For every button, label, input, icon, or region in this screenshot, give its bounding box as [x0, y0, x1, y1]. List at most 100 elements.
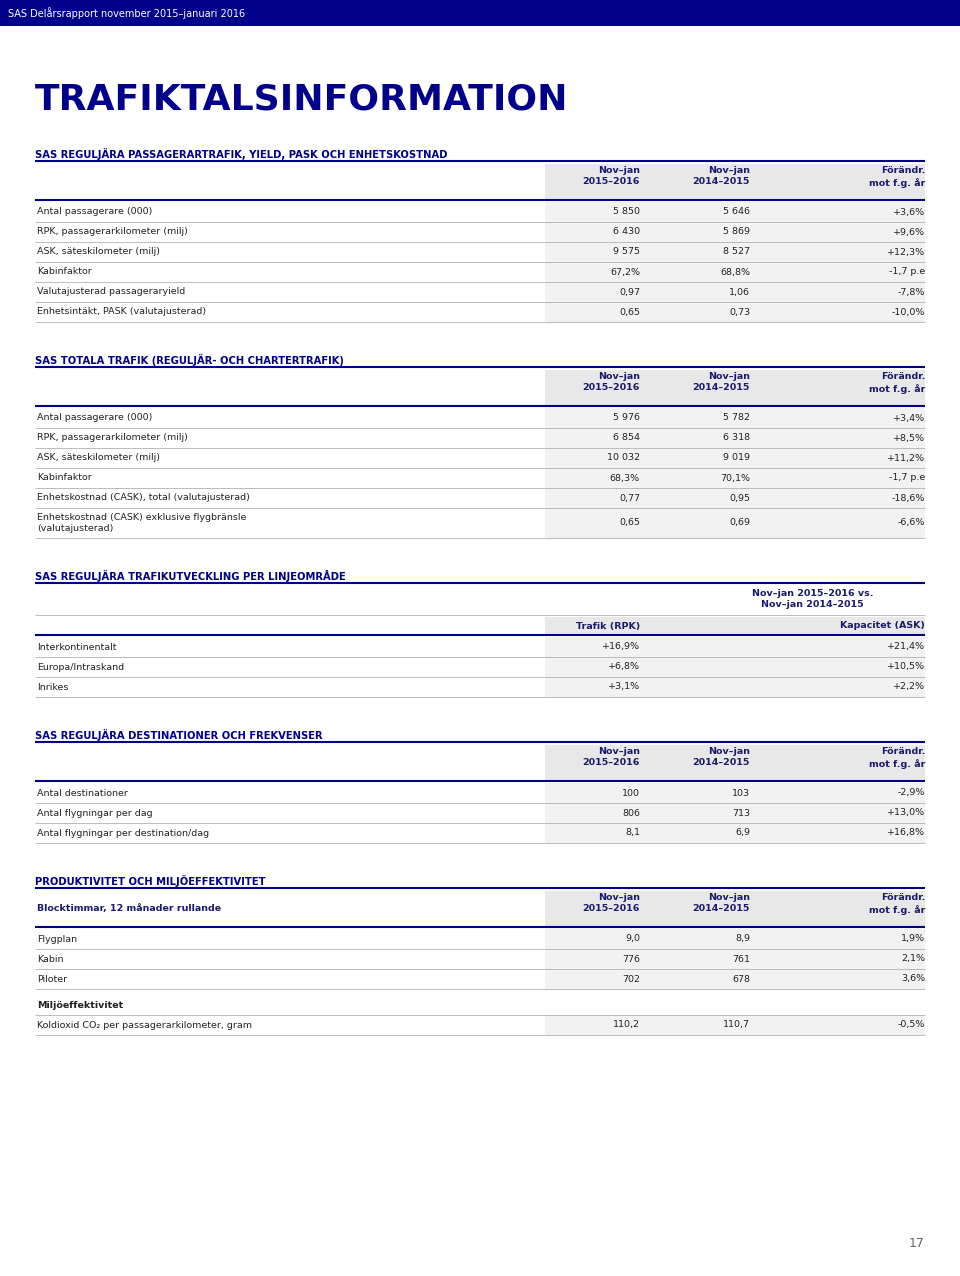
Text: ASK, säteskilometer (milj): ASK, säteskilometer (milj): [37, 453, 160, 462]
Text: 5 869: 5 869: [723, 227, 750, 236]
Bar: [545, 262, 925, 282]
Text: ASK, säteskilometer (milj): ASK, säteskilometer (milj): [37, 248, 160, 256]
Text: +3,6%: +3,6%: [893, 208, 925, 217]
Bar: [545, 678, 925, 697]
Text: Trafik (RPK): Trafik (RPK): [576, 621, 640, 630]
Text: Kapacitet (ASK): Kapacitet (ASK): [840, 621, 925, 630]
Text: 0,73: 0,73: [729, 308, 750, 316]
Text: +11,2%: +11,2%: [887, 453, 925, 462]
Bar: [545, 637, 925, 657]
Bar: [545, 242, 925, 262]
Text: 5 976: 5 976: [613, 413, 640, 422]
Text: Förändr.
mot f.g. år: Förändr. mot f.g. år: [869, 893, 925, 915]
Bar: [545, 370, 925, 406]
Bar: [545, 929, 925, 949]
Bar: [545, 949, 925, 968]
Text: 103: 103: [732, 789, 750, 798]
Bar: [545, 427, 925, 448]
Bar: [545, 408, 925, 427]
Text: Nov–jan
2015–2016: Nov–jan 2015–2016: [583, 746, 640, 767]
Text: 3,6%: 3,6%: [900, 975, 925, 984]
Bar: [545, 657, 925, 678]
Text: Nov–jan
2014–2015: Nov–jan 2014–2015: [692, 166, 750, 186]
Text: Antal flygningar per dag: Antal flygningar per dag: [37, 809, 153, 818]
Text: Nov–jan
2015–2016: Nov–jan 2015–2016: [583, 373, 640, 393]
Text: Nov–jan
2014–2015: Nov–jan 2014–2015: [692, 373, 750, 393]
Text: Blocktimmar, 12 månader rullande: Blocktimmar, 12 månader rullande: [37, 905, 221, 914]
Text: Enhetsintäkt, PASK (valutajusterad): Enhetsintäkt, PASK (valutajusterad): [37, 308, 206, 316]
Bar: [545, 803, 925, 823]
Text: Nov–jan
2015–2016: Nov–jan 2015–2016: [583, 166, 640, 186]
Text: Antal destinationer: Antal destinationer: [37, 789, 128, 798]
Text: SAS TOTALA TRAFIK (REGULJÄR- OCH CHARTERTRAFIK): SAS TOTALA TRAFIK (REGULJÄR- OCH CHARTER…: [35, 353, 344, 366]
Text: 678: 678: [732, 975, 750, 984]
Text: 9 019: 9 019: [723, 453, 750, 462]
Text: Piloter: Piloter: [37, 975, 67, 984]
Text: 5 646: 5 646: [723, 208, 750, 217]
Text: 806: 806: [622, 809, 640, 818]
Text: 70,1%: 70,1%: [720, 473, 750, 482]
Text: 1,9%: 1,9%: [901, 934, 925, 943]
Bar: [545, 745, 925, 781]
Text: Valutajusterad passageraryield: Valutajusterad passageraryield: [37, 287, 185, 296]
Text: 0,97: 0,97: [619, 287, 640, 296]
Text: -0,5%: -0,5%: [898, 1021, 925, 1030]
Text: 2,1%: 2,1%: [901, 954, 925, 963]
Text: 68,8%: 68,8%: [720, 268, 750, 277]
Text: 110,7: 110,7: [723, 1021, 750, 1030]
Text: Förändr.
mot f.g. år: Förändr. mot f.g. år: [869, 166, 925, 188]
Text: -1,7 p.e: -1,7 p.e: [889, 268, 925, 277]
Text: +3,4%: +3,4%: [893, 413, 925, 422]
Text: Antal passagerare (000): Antal passagerare (000): [37, 413, 153, 422]
Bar: [545, 202, 925, 222]
Text: Enhetskostnad (CASK) exklusive flygbränsle
(valutajusterad): Enhetskostnad (CASK) exklusive flygbräns…: [37, 513, 247, 533]
Text: 1,06: 1,06: [729, 287, 750, 296]
Text: 8 527: 8 527: [723, 248, 750, 256]
Text: +6,8%: +6,8%: [608, 662, 640, 671]
Text: 5 850: 5 850: [613, 208, 640, 217]
Text: 0,65: 0,65: [619, 308, 640, 316]
Text: 8,1: 8,1: [625, 828, 640, 837]
Text: +12,3%: +12,3%: [887, 248, 925, 256]
Text: Nov–jan 2015–2016 vs.
Nov–jan 2014–2015: Nov–jan 2015–2016 vs. Nov–jan 2014–2015: [752, 590, 874, 610]
Text: Inrikes: Inrikes: [37, 683, 68, 692]
Bar: [545, 302, 925, 322]
Text: 100: 100: [622, 789, 640, 798]
Text: Antal passagerare (000): Antal passagerare (000): [37, 208, 153, 217]
Text: RPK, passagerarkilometer (milj): RPK, passagerarkilometer (milj): [37, 227, 188, 236]
Text: 6,9: 6,9: [735, 828, 750, 837]
Text: Antal flygningar per destination/dag: Antal flygningar per destination/dag: [37, 828, 209, 837]
Bar: [545, 823, 925, 843]
Text: -7,8%: -7,8%: [898, 287, 925, 296]
Text: Förändr.
mot f.g. år: Förändr. mot f.g. år: [869, 746, 925, 768]
Text: +3,1%: +3,1%: [608, 683, 640, 692]
Bar: [545, 487, 925, 508]
Text: Enhetskostnad (CASK), total (valutajusterad): Enhetskostnad (CASK), total (valutajuste…: [37, 494, 250, 503]
Text: +9,6%: +9,6%: [893, 227, 925, 236]
Text: 8,9: 8,9: [735, 934, 750, 943]
Text: 0,77: 0,77: [619, 494, 640, 503]
Bar: [545, 282, 925, 302]
Text: +21,4%: +21,4%: [887, 643, 925, 652]
Text: 0,95: 0,95: [729, 494, 750, 503]
Text: 9,0: 9,0: [625, 934, 640, 943]
Text: +2,2%: +2,2%: [893, 683, 925, 692]
Text: Nov–jan
2015–2016: Nov–jan 2015–2016: [583, 893, 640, 914]
Text: -10,0%: -10,0%: [892, 308, 925, 316]
Text: +10,5%: +10,5%: [887, 662, 925, 671]
Bar: [545, 448, 925, 468]
Text: Nov–jan
2014–2015: Nov–jan 2014–2015: [692, 893, 750, 914]
Bar: [545, 468, 925, 487]
Bar: [0, 0, 960, 26]
Text: 68,3%: 68,3%: [610, 473, 640, 482]
Bar: [545, 222, 925, 242]
Text: +8,5%: +8,5%: [893, 434, 925, 443]
Text: Europa/Intraskand: Europa/Intraskand: [37, 662, 124, 671]
Text: Kabinfaktor: Kabinfaktor: [37, 268, 92, 277]
Text: 110,2: 110,2: [613, 1021, 640, 1030]
Text: -1,7 p.e: -1,7 p.e: [889, 473, 925, 482]
Text: 713: 713: [732, 809, 750, 818]
Text: Flygplan: Flygplan: [37, 934, 77, 943]
Text: 9 575: 9 575: [613, 248, 640, 256]
Text: 6 854: 6 854: [613, 434, 640, 443]
